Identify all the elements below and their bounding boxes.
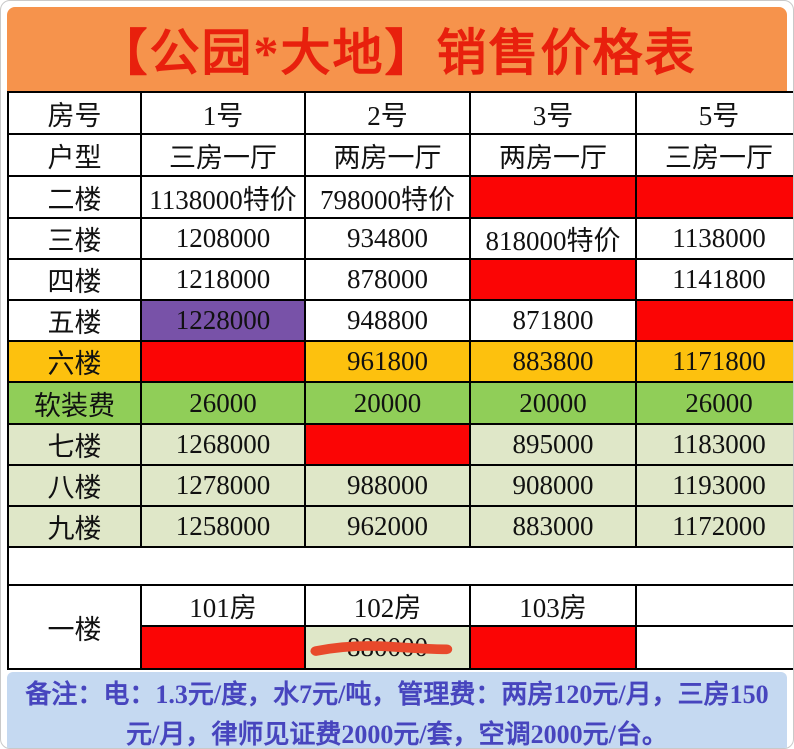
table-row: 房号 1号 2号 3号 5号: [7, 91, 793, 135]
table-row: 三楼 1208000 934800 818000特价 1138000: [7, 217, 793, 260]
row-header-floor-7: 七楼: [7, 423, 142, 466]
row-header-floor-5: 五楼: [7, 299, 142, 342]
table-cell: 1172000: [635, 505, 793, 548]
table-row: 880000: [8, 625, 793, 670]
spacer-row-cell: [7, 546, 793, 586]
highlighted-price-cell: 1228000: [140, 299, 306, 342]
col-header-room-103: 103房: [469, 584, 637, 627]
table-cell: 988000: [304, 464, 471, 507]
table-cell: 1171800: [635, 340, 793, 383]
row-header-floor-8: 八楼: [7, 464, 142, 507]
sold-out-cell: [635, 175, 793, 219]
table-cell: 两房一厅: [304, 133, 471, 177]
table-cell: 1218000: [140, 258, 306, 301]
crossed-out-price-cell: 880000: [304, 625, 471, 670]
price-table: 房号 1号 2号 3号 5号 户型 三房一厅 两房一厅 两房一厅 三房一厅 二楼 1138000特价 7…: [7, 91, 793, 670]
sold-out-cell: [635, 299, 793, 342]
table-cell: 26000: [140, 381, 306, 425]
table-cell: 1183000: [635, 423, 793, 466]
table-cell: 878000: [304, 258, 471, 301]
row-header-floor-9: 九楼: [7, 505, 142, 548]
table-cell: [635, 584, 793, 627]
col-header-room-102: 102房: [304, 584, 471, 627]
table-row: 户型 三房一厅 两房一厅 两房一厅 三房一厅: [7, 133, 793, 177]
sold-out-cell: [140, 340, 306, 383]
sold-out-cell: [304, 423, 471, 466]
table-cell: 934800: [304, 217, 471, 260]
sold-out-cell: [469, 175, 637, 219]
row-header-floor-6: 六楼: [7, 340, 142, 383]
col-header-unit-3: 3号: [469, 91, 637, 135]
table-row: 六楼 961800 883800 1171800: [7, 340, 793, 383]
table-cell: 883800: [469, 340, 637, 383]
row-header-layout: 户型: [7, 133, 142, 177]
table-cell: 948800: [304, 299, 471, 342]
table-cell: 1208000: [140, 217, 306, 260]
table-row: 九楼 1258000 962000 883000 1172000: [7, 505, 793, 548]
col-header-unit-5: 5号: [635, 91, 793, 135]
red-strikethrough-mark: [310, 641, 453, 656]
corner-header: 房号: [7, 91, 142, 135]
table-cell: 20000: [469, 381, 637, 425]
table-cell: 两房一厅: [469, 133, 637, 177]
col-header-room-101: 101房: [140, 584, 306, 627]
price-grid: 房号 1号 2号 3号 5号 户型 三房一厅 两房一厅 两房一厅 三房一厅 二楼 1138000特价 7…: [7, 91, 793, 670]
table-cell: 818000特价: [469, 217, 637, 260]
table-row: 四楼 1218000 878000 1141800: [7, 258, 793, 301]
table-cell: 1141800: [635, 258, 793, 301]
table-cell: 三房一厅: [635, 133, 793, 177]
row-header-floor-1: 一楼: [7, 584, 142, 670]
table-row: 八楼 1278000 988000 908000 1193000: [7, 464, 793, 507]
row-header-soft-furnishing-fee: 软装费: [7, 381, 142, 425]
col-header-unit-1: 1号: [140, 91, 306, 135]
table-cell: 961800: [304, 340, 471, 383]
sold-out-cell: [469, 258, 637, 301]
row-header-floor-3: 三楼: [7, 217, 142, 260]
table-cell: 1278000: [140, 464, 306, 507]
row-header-floor-4: 四楼: [7, 258, 142, 301]
table-cell: 1193000: [635, 464, 793, 507]
table-row: [7, 546, 793, 586]
page-title: 【公园*大地】销售价格表: [97, 25, 697, 81]
table-cell: 883000: [469, 505, 637, 548]
remarks-text: 备注：电：1.3元/度，水7元/吨，管理费：两房120元/月，三房150元/月，…: [25, 679, 769, 749]
table-row: 五楼 1228000 948800 871800: [7, 299, 793, 342]
table-cell: 三房一厅: [140, 133, 306, 177]
table-cell: 1138000特价: [140, 175, 306, 219]
table-cell: 1268000: [140, 423, 306, 466]
table-cell: 962000: [304, 505, 471, 548]
row-header-floor-2: 二楼: [7, 175, 142, 219]
table-cell: 1138000: [635, 217, 793, 260]
table-row: 一楼 101房 102房 103房: [7, 584, 793, 670]
table-cell: 798000特价: [304, 175, 471, 219]
table-cell: 1258000: [140, 505, 306, 548]
table-cell: 871800: [469, 299, 637, 342]
table-cell: 895000: [469, 423, 637, 466]
sold-out-cell: [140, 625, 306, 670]
table-cell: 20000: [304, 381, 471, 425]
table-cell: [635, 625, 793, 670]
table-row: 二楼 1138000特价 798000特价: [7, 175, 793, 219]
sold-out-cell: [469, 625, 637, 670]
table-cell: 26000: [635, 381, 793, 425]
col-header-unit-2: 2号: [304, 91, 471, 135]
title-banner: 【公园*大地】销售价格表: [7, 7, 787, 91]
table-cell: 908000: [469, 464, 637, 507]
table-row: 七楼 1268000 895000 1183000: [7, 423, 793, 466]
notes-bar: 备注：电：1.3元/度，水7元/吨，管理费：两房120元/月，三房150元/月，…: [7, 672, 787, 749]
table-row: 软装费 26000 20000 20000 26000: [7, 381, 793, 425]
